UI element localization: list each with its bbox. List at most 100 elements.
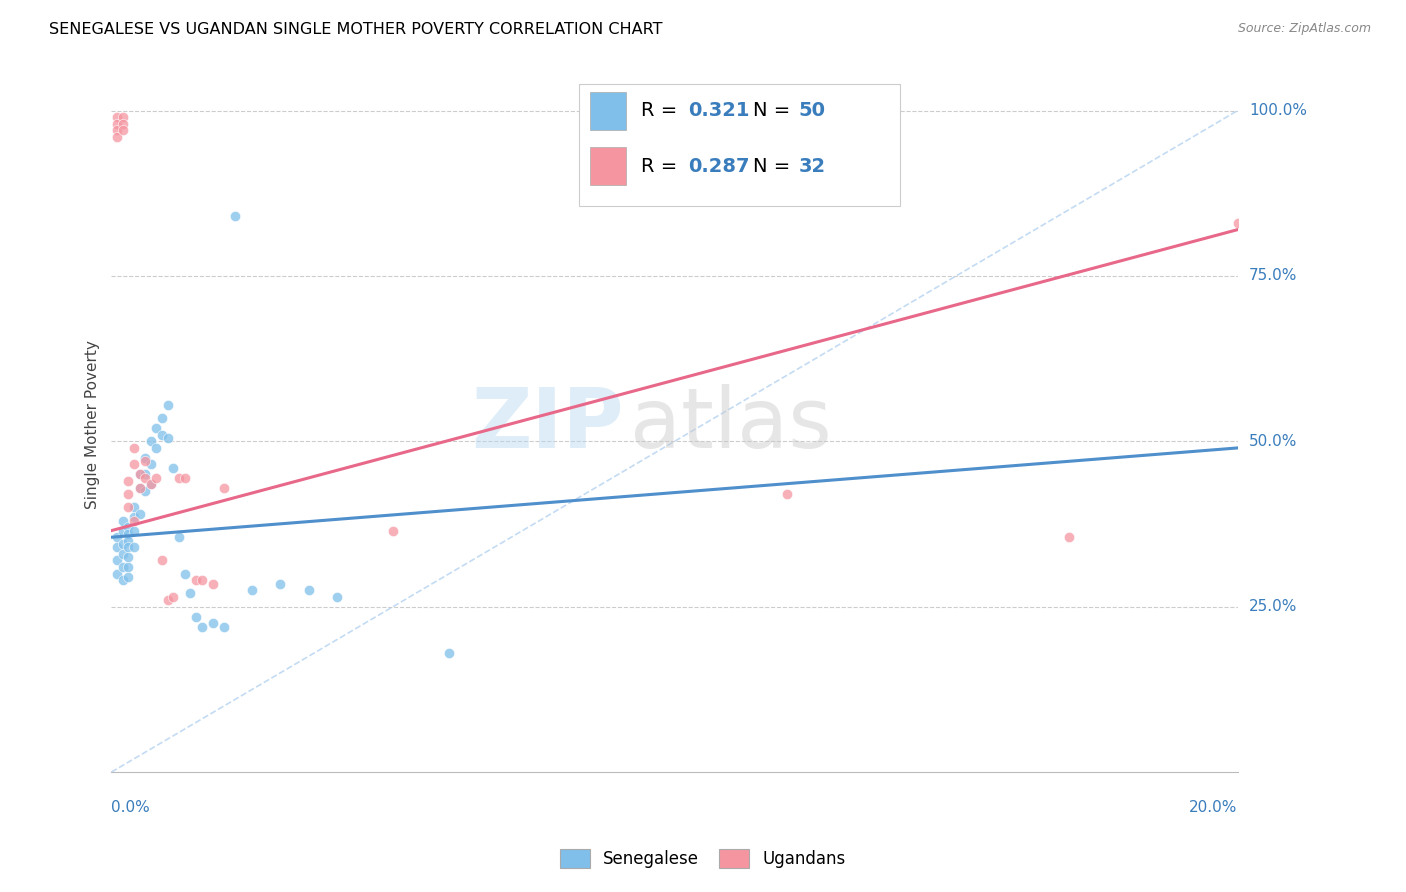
- Text: 0.287: 0.287: [688, 157, 749, 176]
- Point: [156, 593, 179, 607]
- Point: [156, 431, 179, 445]
- Point: [128, 481, 150, 495]
- Point: [122, 441, 145, 455]
- FancyBboxPatch shape: [591, 147, 626, 186]
- Point: [105, 530, 128, 544]
- Point: [162, 460, 184, 475]
- Point: [122, 458, 145, 472]
- Point: [212, 619, 235, 633]
- Text: ZIP: ZIP: [471, 384, 624, 466]
- Point: [145, 471, 167, 485]
- Point: [111, 537, 134, 551]
- Point: [111, 524, 134, 538]
- Point: [201, 576, 224, 591]
- FancyBboxPatch shape: [579, 85, 900, 206]
- Point: [105, 540, 128, 554]
- Point: [111, 123, 134, 137]
- Point: [134, 450, 156, 465]
- Point: [184, 609, 207, 624]
- Point: [145, 441, 167, 455]
- Point: [117, 527, 139, 541]
- Point: [150, 553, 173, 567]
- Point: [382, 524, 405, 538]
- Point: [117, 474, 139, 488]
- Point: [776, 487, 799, 501]
- Y-axis label: Single Mother Poverty: Single Mother Poverty: [86, 341, 100, 509]
- Point: [150, 411, 173, 425]
- Point: [240, 583, 263, 598]
- Point: [105, 553, 128, 567]
- Point: [173, 471, 195, 485]
- Point: [122, 514, 145, 528]
- Point: [117, 487, 139, 501]
- Point: [128, 467, 150, 482]
- Text: R =: R =: [641, 157, 683, 176]
- Text: 32: 32: [799, 157, 825, 176]
- Point: [105, 130, 128, 145]
- Point: [122, 500, 145, 515]
- Text: 100.0%: 100.0%: [1249, 103, 1308, 118]
- Point: [122, 510, 145, 524]
- Point: [190, 619, 212, 633]
- Point: [1057, 530, 1080, 544]
- Point: [325, 590, 347, 604]
- Point: [111, 110, 134, 124]
- Point: [150, 427, 173, 442]
- Point: [111, 573, 134, 587]
- Point: [139, 477, 162, 491]
- Point: [105, 123, 128, 137]
- Point: [134, 467, 156, 482]
- Point: [117, 570, 139, 584]
- Point: [105, 110, 128, 124]
- Text: N =: N =: [754, 102, 797, 120]
- Text: 20.0%: 20.0%: [1189, 800, 1237, 815]
- Point: [134, 483, 156, 498]
- Point: [212, 481, 235, 495]
- Text: 0.0%: 0.0%: [111, 800, 150, 815]
- Point: [224, 210, 246, 224]
- Text: 50.0%: 50.0%: [1249, 434, 1298, 449]
- Point: [439, 646, 461, 660]
- Legend: Senegalese, Ugandans: Senegalese, Ugandans: [554, 843, 852, 875]
- Point: [1226, 216, 1249, 230]
- Point: [173, 566, 195, 581]
- Point: [122, 540, 145, 554]
- Text: N =: N =: [754, 157, 797, 176]
- Point: [111, 547, 134, 561]
- Point: [128, 481, 150, 495]
- Point: [105, 566, 128, 581]
- Point: [179, 586, 201, 600]
- Point: [145, 421, 167, 435]
- Point: [117, 550, 139, 565]
- Point: [117, 540, 139, 554]
- Point: [297, 583, 319, 598]
- Point: [139, 458, 162, 472]
- Point: [117, 533, 139, 548]
- Point: [111, 117, 134, 131]
- Point: [111, 560, 134, 574]
- Point: [117, 560, 139, 574]
- Point: [105, 117, 128, 131]
- Text: atlas: atlas: [630, 384, 831, 466]
- Text: R =: R =: [641, 102, 683, 120]
- Point: [167, 530, 190, 544]
- FancyBboxPatch shape: [591, 92, 626, 130]
- Point: [139, 477, 162, 491]
- Text: 0.321: 0.321: [688, 102, 749, 120]
- Point: [156, 398, 179, 412]
- Text: 50: 50: [799, 102, 825, 120]
- Point: [128, 467, 150, 482]
- Text: 25.0%: 25.0%: [1249, 599, 1298, 615]
- Point: [117, 520, 139, 534]
- Text: Source: ZipAtlas.com: Source: ZipAtlas.com: [1237, 22, 1371, 36]
- Point: [139, 434, 162, 449]
- Point: [122, 524, 145, 538]
- Point: [162, 590, 184, 604]
- Point: [201, 616, 224, 631]
- Point: [190, 573, 212, 587]
- Point: [134, 471, 156, 485]
- Text: SENEGALESE VS UGANDAN SINGLE MOTHER POVERTY CORRELATION CHART: SENEGALESE VS UGANDAN SINGLE MOTHER POVE…: [49, 22, 662, 37]
- Point: [269, 576, 291, 591]
- Point: [128, 507, 150, 521]
- Point: [134, 454, 156, 468]
